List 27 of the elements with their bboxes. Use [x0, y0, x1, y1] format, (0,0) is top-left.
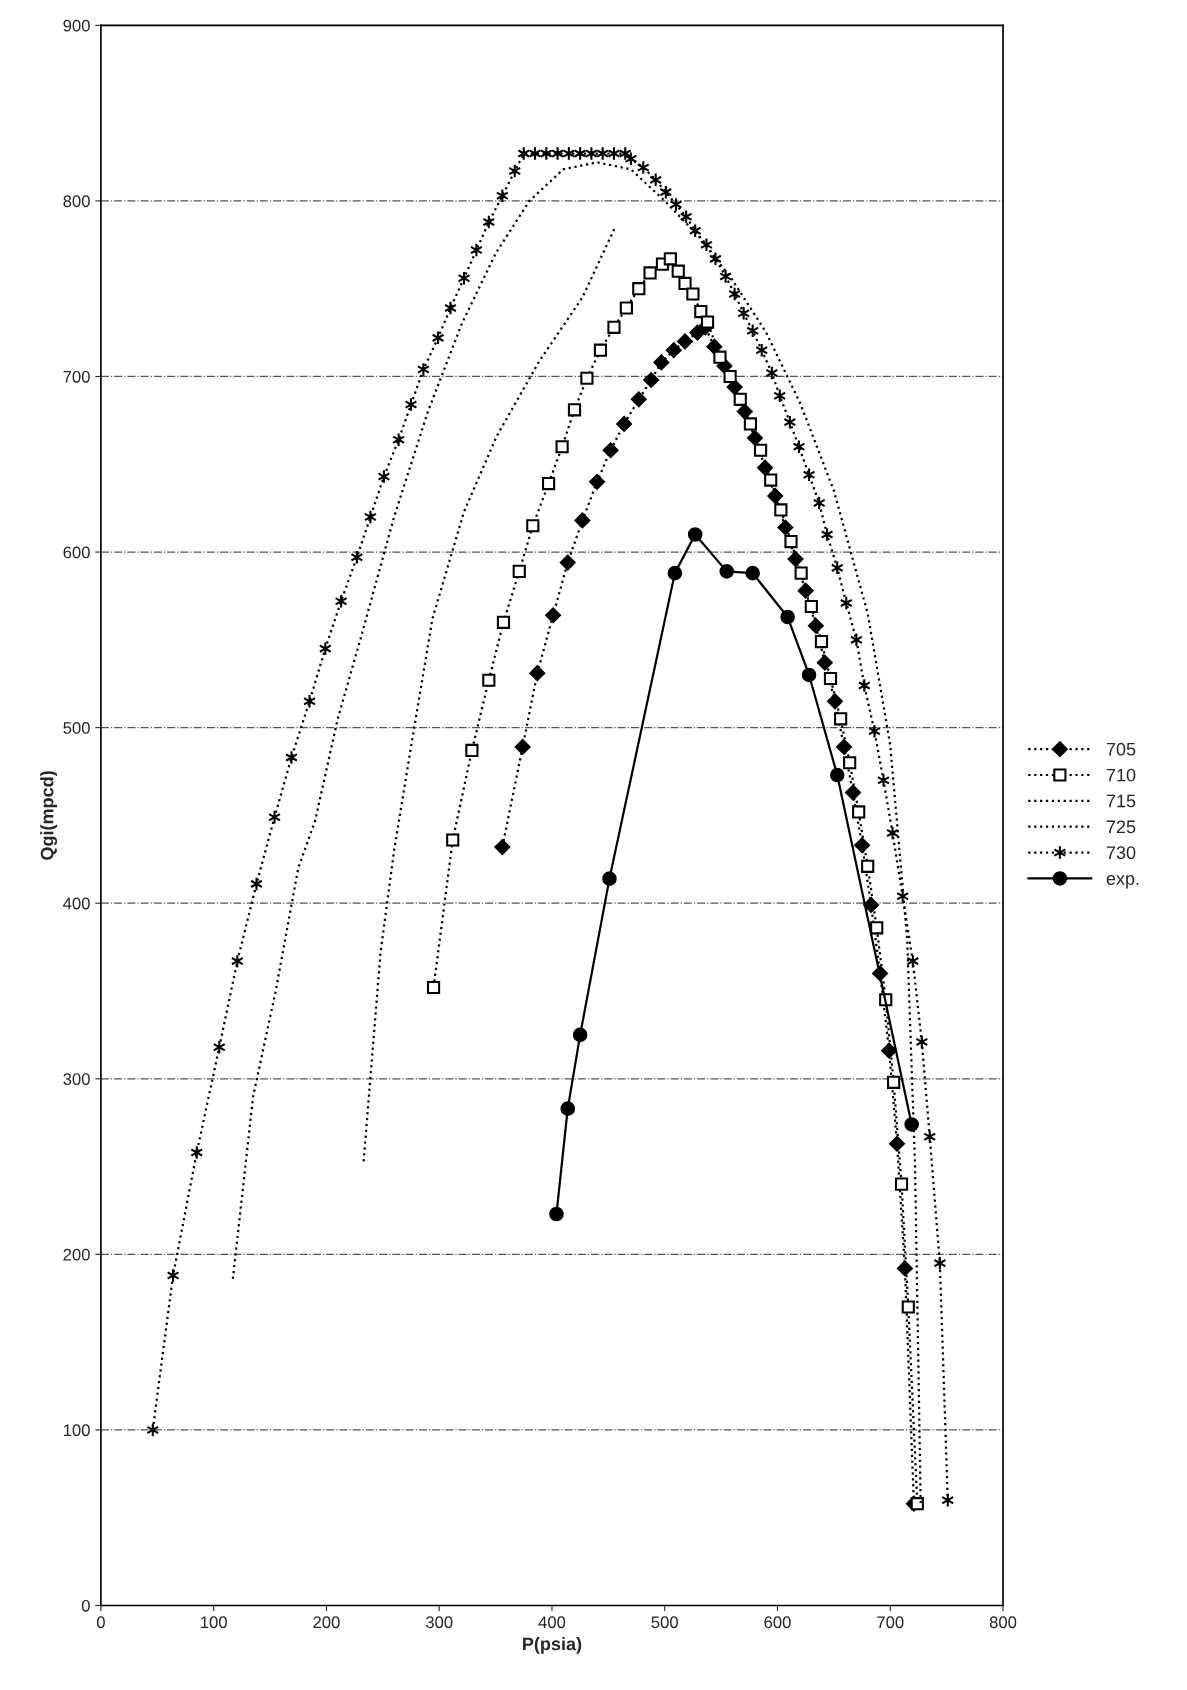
- legend-label: 715: [1106, 794, 1136, 808]
- x-tick-label: 400: [538, 1616, 566, 1629]
- y-tick-label: 600: [63, 546, 90, 559]
- y-tick-label: 400: [63, 897, 90, 910]
- legend-label: 725: [1106, 820, 1136, 834]
- y-tick-label: 700: [63, 370, 90, 383]
- y-tick-label: 200: [63, 1248, 90, 1261]
- x-tick-label: 800: [989, 1616, 1017, 1629]
- y-tick-label: 900: [63, 19, 90, 32]
- y-tick-label: 300: [63, 1073, 90, 1085]
- legend-label: 710: [1106, 768, 1136, 782]
- legend-label: exp.: [1106, 875, 1139, 889]
- y-tick-label: 0: [81, 1599, 90, 1612]
- legend-label: 705: [1106, 742, 1136, 756]
- y-tick-label: 500: [63, 722, 90, 734]
- y-tick-label: 800: [63, 195, 90, 208]
- x-tick-label: 700: [877, 1616, 904, 1629]
- x-tick-label: 100: [201, 1616, 227, 1629]
- x-tick-label: 200: [313, 1616, 340, 1629]
- x-tick-label: 0: [96, 1616, 105, 1629]
- y-axis-title: Qgi(mpcd): [40, 771, 58, 860]
- x-axis-title: P(psia): [523, 1637, 582, 1654]
- x-tick-label: 600: [764, 1616, 791, 1629]
- legend-label: 730: [1106, 846, 1136, 860]
- x-tick-label: 300: [425, 1616, 453, 1629]
- y-tick-label: 100: [63, 1424, 90, 1437]
- x-tick-label: 500: [651, 1616, 678, 1629]
